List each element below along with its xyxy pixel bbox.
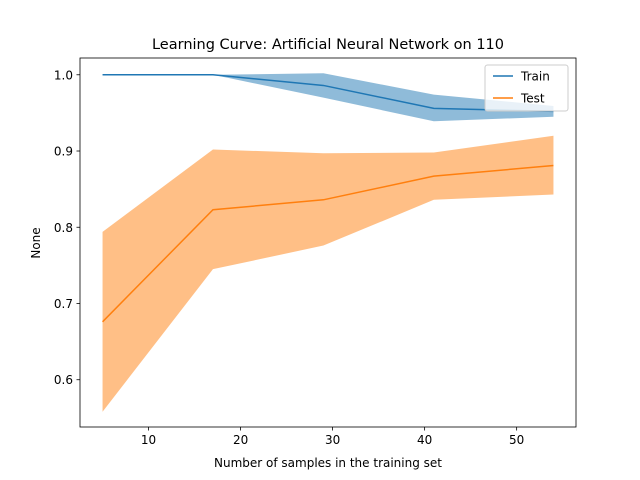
legend-label-test: Test [520,92,545,106]
x-tick-label: 20 [233,433,248,447]
line-test [102,164,554,323]
series-lines [102,74,554,323]
band-train [102,73,554,122]
line-train [102,74,554,113]
y-tick-label: 0.8 [54,221,73,235]
chart-title: Learning Curve: Artificial Neural Networ… [152,37,504,53]
plot-area-frame [79,57,577,428]
x-tick-label: 50 [509,433,524,447]
x-tick-label: 40 [417,433,432,447]
y-axis-ticks: 0.6 0.7 0.8 0.9 1.0 [54,68,80,387]
y-tick-label: 0.6 [54,373,73,387]
x-axis-ticks: 10 20 30 40 50 [141,427,524,447]
y-axis-label: None [29,227,43,258]
legend-label-train: Train [520,70,550,84]
y-tick-label: 0.7 [54,297,73,311]
y-tick-label: 0.9 [54,145,73,159]
legend: Train Test [484,64,569,112]
x-tick-label: 30 [325,433,340,447]
band-test [102,135,554,412]
y-tick-label: 1.0 [54,68,73,82]
x-axis-label: Number of samples in the training set [214,456,442,470]
x-tick-label: 10 [141,433,156,447]
confidence-bands [102,73,554,412]
